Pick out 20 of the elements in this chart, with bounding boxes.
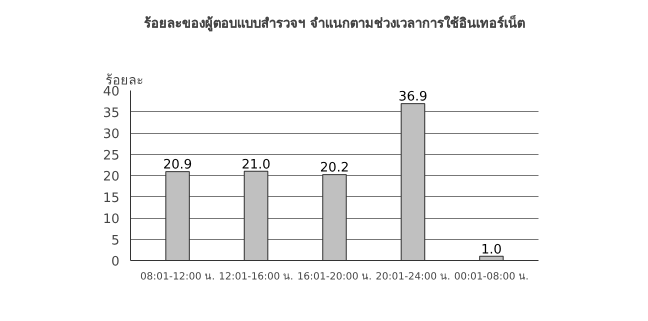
y-tick-label: 15 [102, 190, 120, 206]
y-tick-label: 35 [102, 106, 120, 121]
y-tick-label: 10 [102, 212, 120, 227]
y-tick-label: 40 [102, 84, 120, 100]
data-label: 21.0 [242, 157, 271, 172]
x-tick-label: 12:01-16:00 น. [218, 272, 294, 282]
y-tick-label: 0 [111, 254, 120, 270]
x-tick-label: 00:01-08:00 น. [454, 272, 529, 282]
y-tick-label: 25 [102, 148, 120, 164]
data-label: 36.9 [398, 90, 428, 105]
y-tick-label: 20 [102, 170, 120, 184]
data-label: 20.9 [163, 158, 192, 173]
x-tick-label: 16:01-20:00 น. [297, 272, 372, 282]
y-tick-label: 5 [111, 233, 120, 248]
data-label: 20.2 [320, 160, 349, 176]
chart-title: ร้อยละของผู้ตอบแบบสำรวจฯ จำแนกตามช่วงเวลาการใช้อินเทอร์เน็ต [144, 14, 525, 32]
y-tick-label: 30 [102, 127, 120, 142]
x-tick-label: 08:01-12:00 น. [140, 272, 215, 282]
data-label: 1.0 [481, 242, 502, 258]
x-tick-label: 20:01-24:00 น. [376, 272, 450, 282]
